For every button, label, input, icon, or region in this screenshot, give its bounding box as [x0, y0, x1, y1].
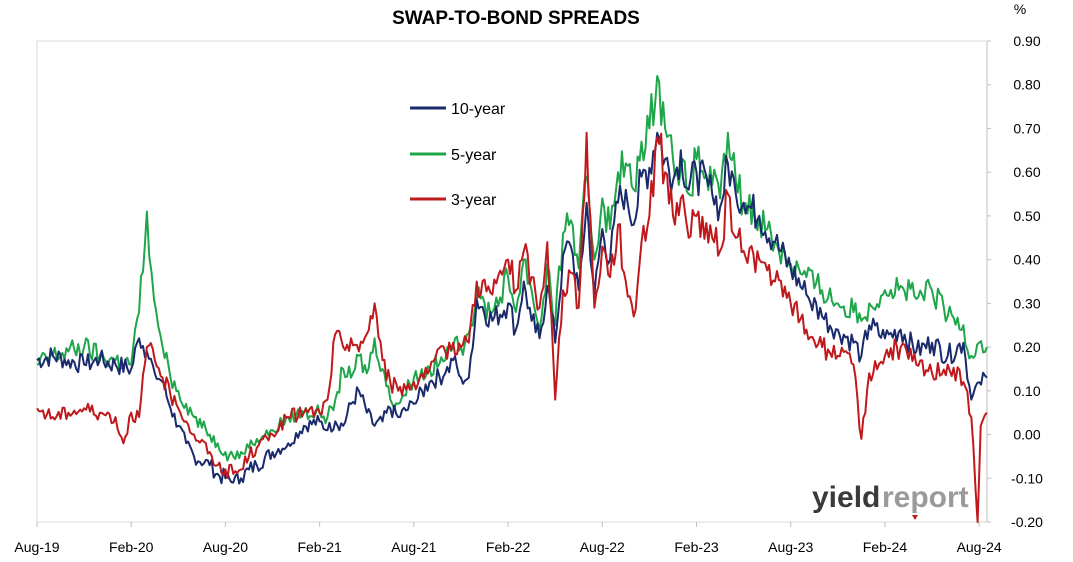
y-tick-label: 0.20	[1013, 339, 1040, 355]
chart-title: SWAP-TO-BOND SPREADS	[392, 8, 640, 29]
x-tick-label: Feb-22	[486, 539, 531, 555]
series-line-5-year	[36, 75, 988, 462]
logo-marker-icon	[912, 515, 918, 520]
y-tick-label: 0.80	[1013, 77, 1040, 93]
legend-label-5-year: 5-year	[451, 147, 497, 164]
x-tick-label: Aug-20	[203, 539, 248, 555]
logo-report: report	[882, 481, 969, 514]
x-tick-label: Aug-24	[957, 539, 1002, 555]
y-tick-label: -0.10	[1011, 470, 1043, 486]
y-tick-label: 0.10	[1013, 383, 1040, 399]
y-tick-label: 0.30	[1013, 295, 1040, 311]
y-tick-label: 0.50	[1013, 208, 1040, 224]
yieldreport-logo: yield report	[812, 481, 969, 520]
logo-yield: yield	[812, 481, 880, 514]
series-line-3-year	[36, 131, 988, 523]
series-layer	[36, 75, 988, 523]
plot-area	[36, 40, 988, 523]
x-tick-label: Aug-22	[580, 539, 625, 555]
x-tick-label: Feb-20	[109, 539, 154, 555]
legend: 10-year 5-year 3-year	[410, 101, 506, 209]
legend-label-10-year: 10-year	[451, 101, 506, 118]
y-tick-label: 0.70	[1013, 120, 1040, 136]
y-tick-label: 0.60	[1013, 164, 1040, 180]
legend-label-3-year: 3-year	[451, 192, 497, 209]
y-unit-label: %	[1014, 1, 1026, 17]
y-tick-label: 0.00	[1013, 427, 1040, 443]
x-tick-label: Aug-23	[768, 539, 813, 555]
y-tick-label: 0.90	[1013, 33, 1040, 49]
x-tick-label: Feb-23	[674, 539, 719, 555]
y-tick-label: -0.20	[1011, 514, 1043, 530]
x-tick-label: Feb-21	[297, 539, 342, 555]
x-tick-label: Aug-21	[391, 539, 436, 555]
x-tick-label: Feb-24	[863, 539, 908, 555]
x-tick-label: Aug-19	[14, 539, 59, 555]
series-line-10-year	[36, 131, 988, 485]
y-tick-label: 0.40	[1013, 252, 1040, 268]
